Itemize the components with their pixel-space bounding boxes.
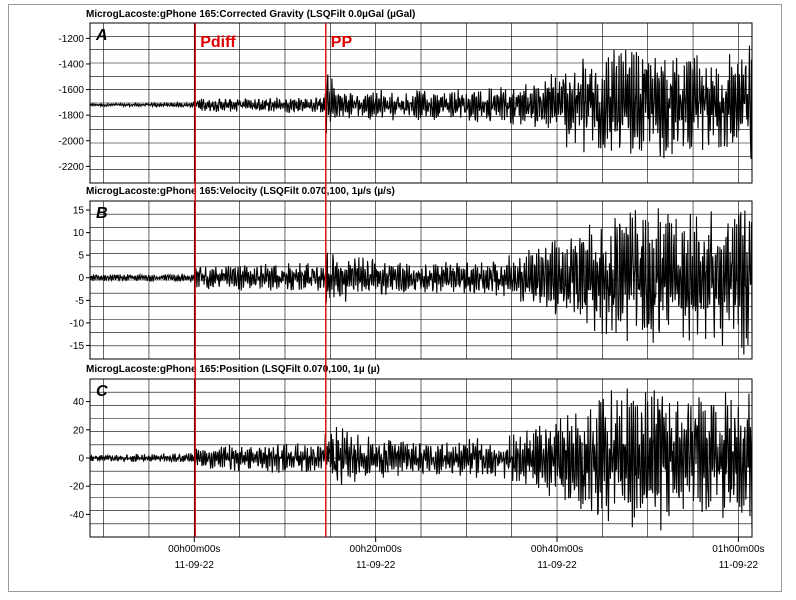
time-tick-label: 00h00m00s xyxy=(168,544,220,555)
time-tick-date: 11-09-22 xyxy=(719,560,759,571)
y-tick-label: 20 xyxy=(73,425,85,436)
panel-letter: A xyxy=(95,27,108,44)
y-tick-label: -40 xyxy=(70,510,85,521)
y-tick-label: -1800 xyxy=(58,111,84,122)
panel-letter: C xyxy=(96,383,108,400)
time-tick-label: 00h40m00s xyxy=(531,544,583,555)
y-tick-label: -1400 xyxy=(58,59,84,70)
panel-title: MicrogLacoste:gPhone 165:Position (LSQFi… xyxy=(86,364,380,375)
waveform-trace xyxy=(89,208,753,355)
time-tick-date: 11-09-22 xyxy=(175,560,215,571)
y-tick-label: -10 xyxy=(70,318,85,329)
y-tick-label: -1600 xyxy=(58,85,84,96)
y-tick-label: 0 xyxy=(78,454,84,465)
y-tick-label: -2200 xyxy=(58,162,84,173)
y-tick-label: -20 xyxy=(70,482,85,493)
seismogram-figure: MicrogLacoste:gPhone 165:Corrected Gravi… xyxy=(58,9,764,571)
y-tick-label: 10 xyxy=(73,228,85,239)
waveform-trace xyxy=(89,45,753,159)
time-tick-label: 01h00m00s xyxy=(712,544,764,555)
waveform-trace xyxy=(89,388,753,531)
time-tick-label: 00h20m00s xyxy=(350,544,402,555)
y-tick-label: 0 xyxy=(78,273,84,284)
time-tick-date: 11-09-22 xyxy=(356,560,396,571)
plot-border xyxy=(89,22,753,184)
y-tick-label: -1200 xyxy=(58,34,84,45)
panel-title: MicrogLacoste:gPhone 165:Corrected Gravi… xyxy=(86,9,415,20)
y-tick-label: -2000 xyxy=(58,136,84,147)
time-tick-date: 11-09-22 xyxy=(537,560,577,571)
chart-frame: MicrogLacoste:gPhone 165:Corrected Gravi… xyxy=(8,4,782,592)
y-tick-label: 40 xyxy=(73,397,85,408)
panel-title: MicrogLacoste:gPhone 165:Velocity (LSQFi… xyxy=(86,186,395,197)
y-tick-label: 15 xyxy=(73,206,85,217)
phase-marker-label: Pdiff xyxy=(200,34,236,51)
phase-marker-label: PP xyxy=(331,34,353,51)
panel-letter: B xyxy=(96,205,108,222)
y-tick-label: -5 xyxy=(75,296,84,307)
y-tick-label: 5 xyxy=(78,251,84,262)
y-tick-label: -15 xyxy=(70,341,85,352)
